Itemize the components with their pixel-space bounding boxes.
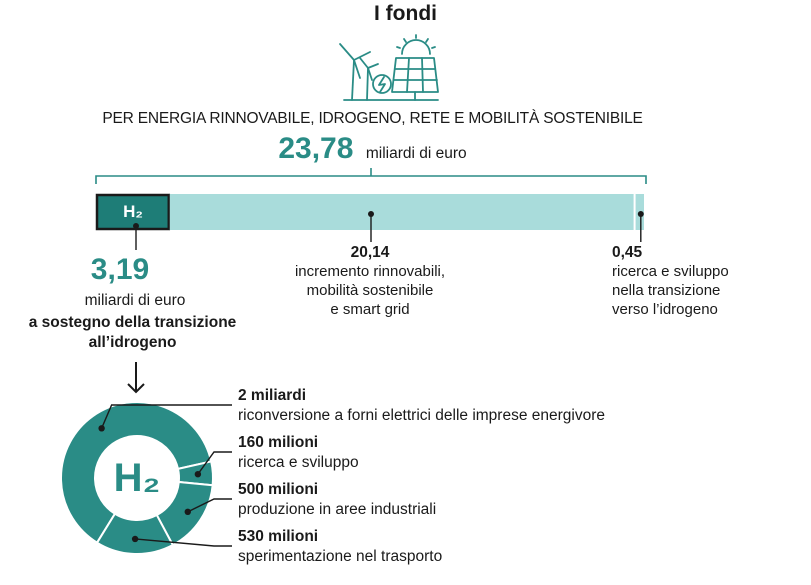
donut-slice-4 [95, 512, 175, 555]
h2-bar-label: H₂ [123, 202, 143, 221]
segment-mid-value: 20,14 [350, 244, 390, 261]
donut-leader-line-2 [197, 451, 232, 475]
donut-item-1-desc: riconversione a forni elettrici delle im… [238, 407, 606, 424]
donut-leader-line-1 [100, 404, 232, 429]
donut-item-4-value: 530 milioni [238, 528, 319, 545]
renewable-energy-icon [339, 34, 439, 101]
segment-mid-line3: e smart grid [330, 301, 410, 318]
donut-item-4-desc: sperimentazione nel trasporto [238, 548, 443, 565]
donut-item-1-value: 2 miliardi [238, 387, 307, 404]
h2-description: a sostegno della transizione all’idrogen… [0, 313, 265, 353]
donut-item-2-value: 160 milioni [238, 434, 319, 451]
segment-mid-line2: mobilità sostenibile [306, 282, 434, 299]
h2-description-line1: a sostegno della transizione [28, 314, 237, 331]
h2-marker-dot [133, 223, 139, 229]
donut-item-3-desc: produzione in aree industriali [238, 501, 437, 518]
segment-right-line1: ricerca e sviluppo [612, 263, 729, 280]
segment-right-value: 0,45 [612, 244, 643, 261]
h2-description-line2: all’idrogeno [88, 334, 177, 351]
segment-right-line2: nella transizione [612, 282, 721, 299]
total-unit: miliardi di euro [365, 145, 467, 162]
donut-item-3: 500 milioni produzione in aree industria… [238, 480, 436, 520]
donut-item-3-value: 500 milioni [238, 481, 319, 498]
donut-leader-line-4 [135, 538, 232, 547]
chart-subtitle: PER ENERGIA RINNOVABILE, IDROGENO, RETE … [102, 110, 643, 127]
donut-item-2: 160 milioni ricerca e sviluppo [238, 433, 359, 473]
donut-item-2-desc: ricerca e sviluppo [238, 454, 359, 471]
segment-mid-line1: incremento rinnovabili, [294, 263, 446, 280]
page-title: I fondi [374, 2, 437, 25]
h2-unit: miliardi di euro [84, 292, 186, 309]
segment-right-label: 0,45 ricerca e sviluppo nella transizion… [612, 243, 782, 319]
total-value: 23,78 [278, 132, 354, 165]
bar-segment-h2 [95, 193, 171, 231]
donut-center-label: H₂ [113, 455, 161, 500]
segment-right-line3: verso l’idrogeno [612, 301, 718, 318]
h2-value: 3,19 [90, 253, 150, 286]
donut-item-4: 530 milioni sperimentazione nel trasport… [238, 527, 442, 567]
segment-mid-label: 20,14 incremento rinnovabili, mobilità s… [255, 243, 485, 319]
donut-slice-1 [60, 401, 213, 545]
bar-segment-mid [169, 194, 634, 230]
total-amount: 23,78 miliardi di euro [0, 132, 745, 166]
down-arrow-icon [127, 362, 145, 394]
donut-item-1: 2 miliardi riconversione a forni elettri… [238, 386, 605, 426]
donut-leader-line-3 [187, 498, 232, 513]
